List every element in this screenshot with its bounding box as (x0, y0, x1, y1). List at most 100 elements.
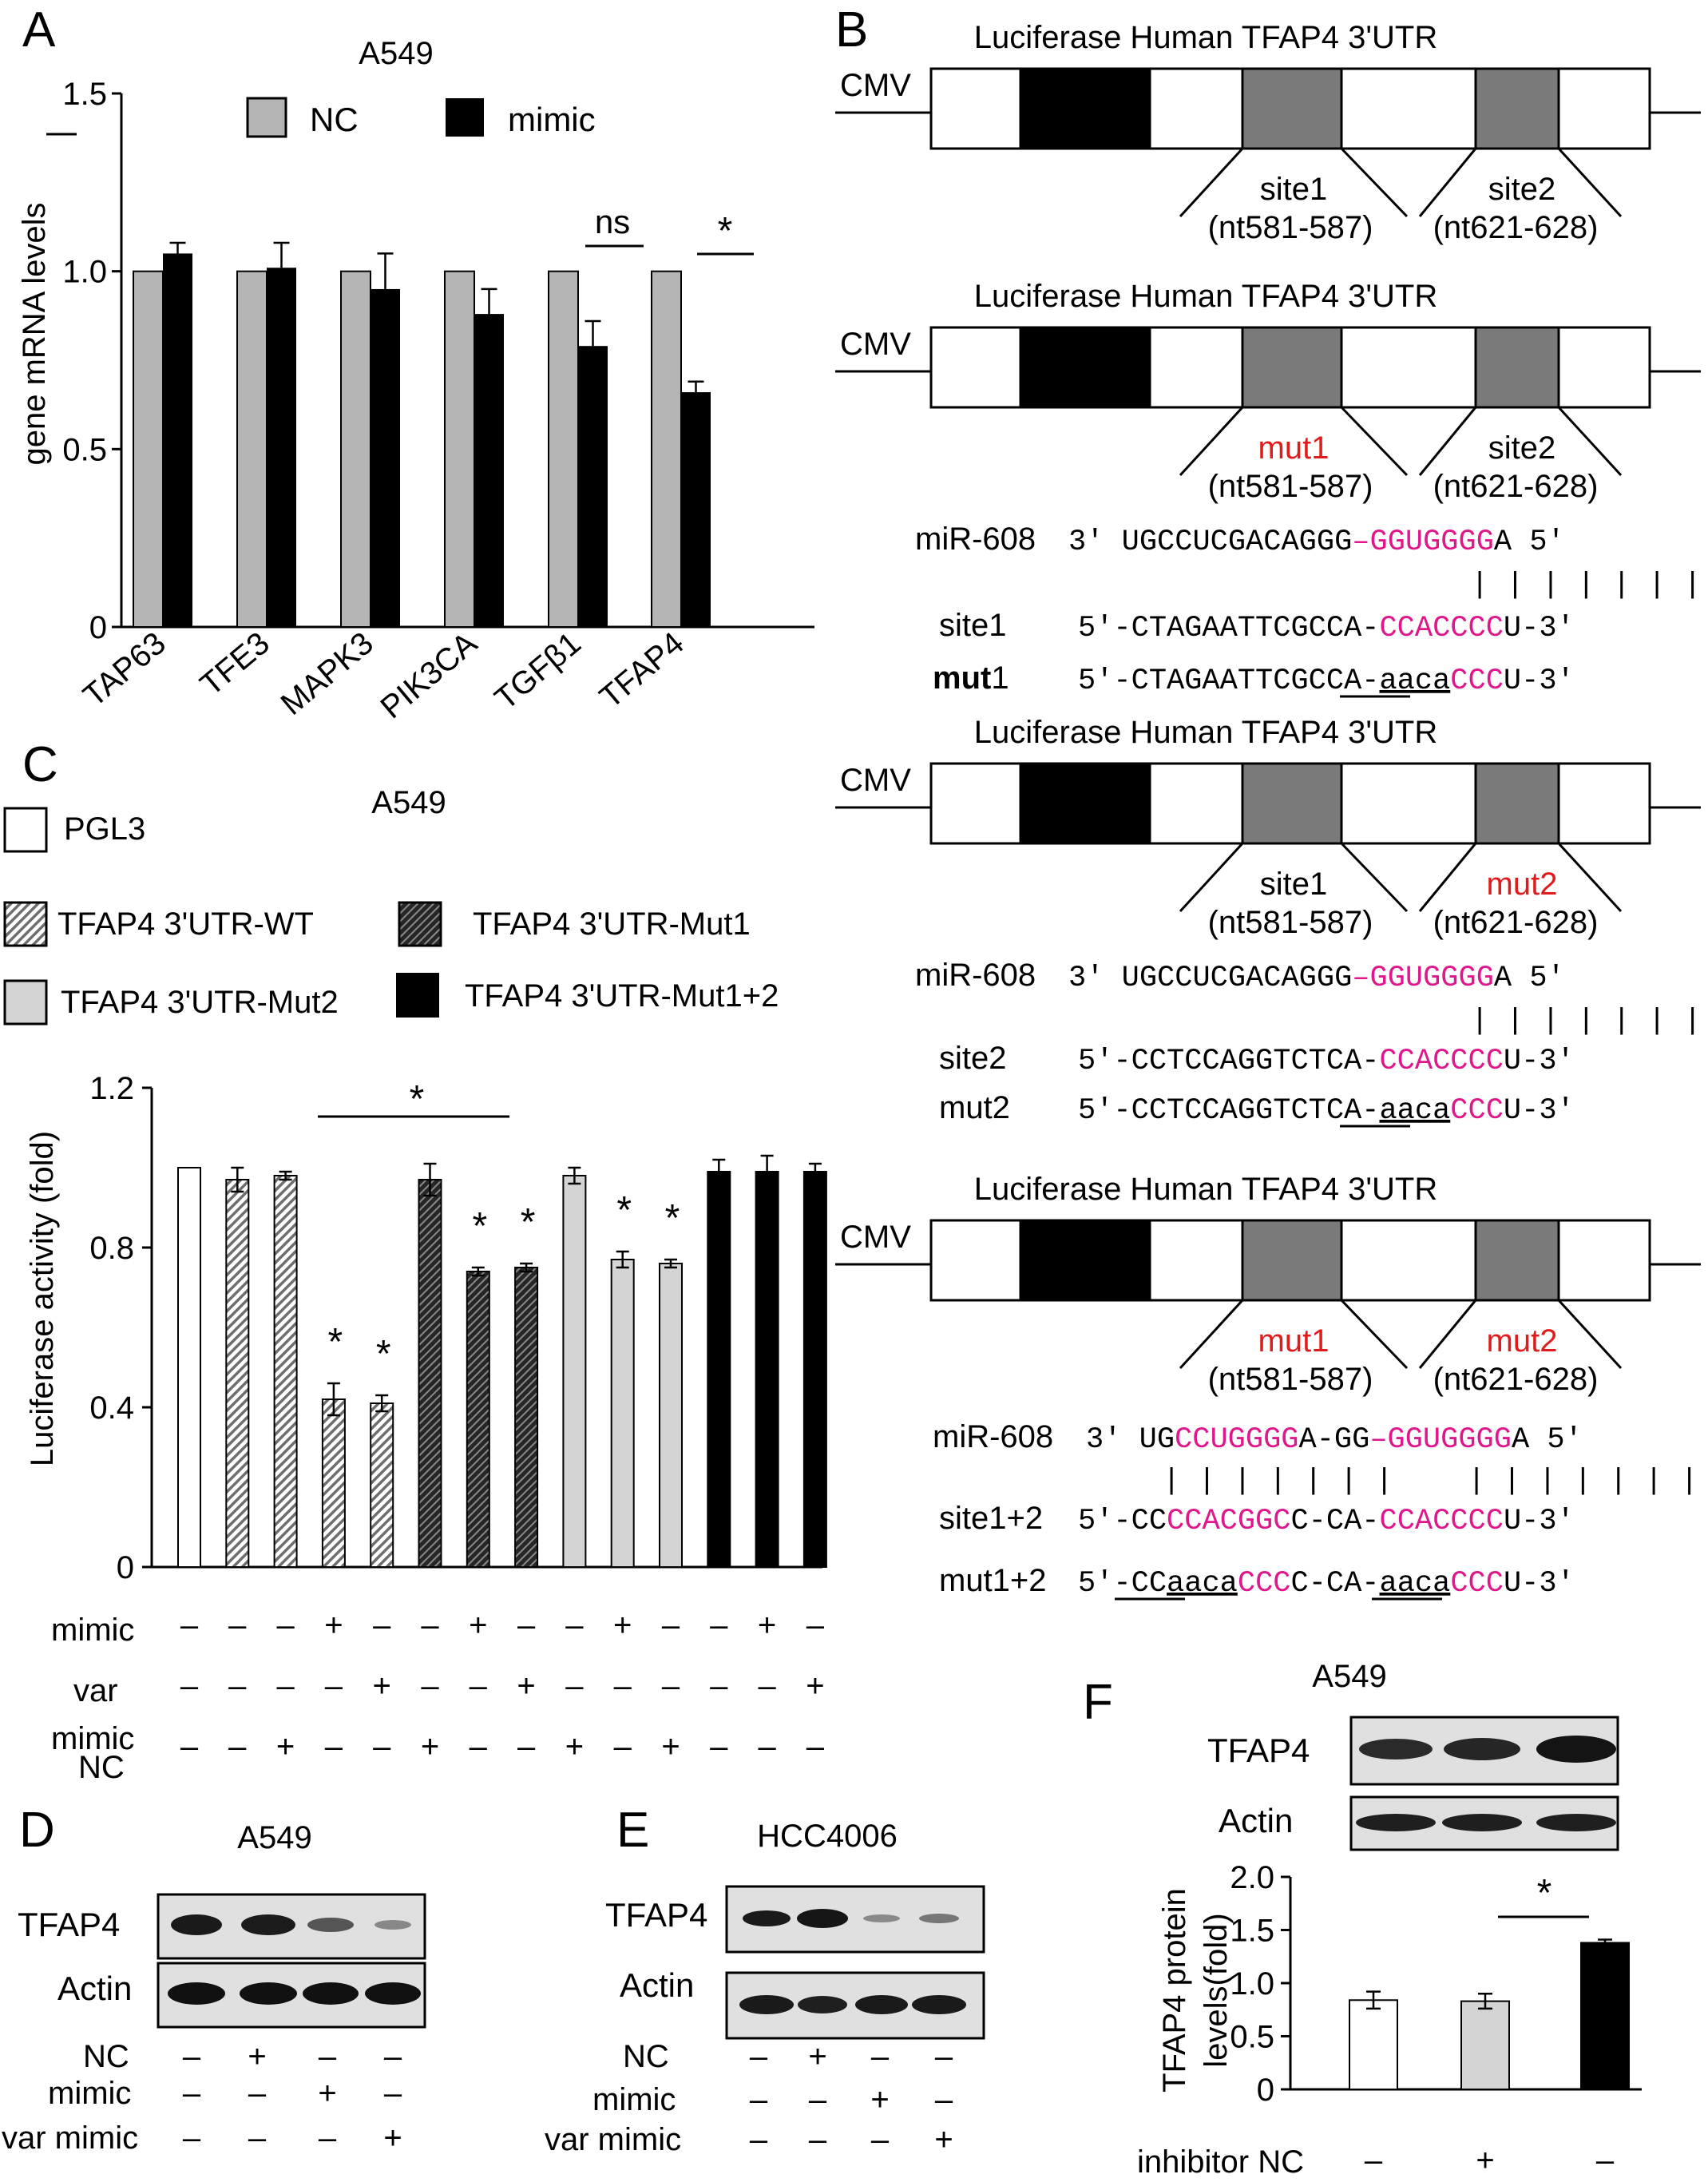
condition-sign: + (870, 2082, 889, 2117)
blot-band (171, 1914, 222, 1935)
y-tick-label-a: 1.5 (62, 77, 107, 112)
condition-sign: – (276, 1668, 295, 1704)
utr-box (929, 67, 1651, 150)
y-tick-label-f: 0 (1257, 2073, 1274, 2108)
condition-sign: – (935, 2039, 953, 2074)
panel-c-label: C (22, 737, 58, 792)
legend-mut12-swatch (396, 973, 439, 1018)
condition-sign: – (421, 1668, 439, 1704)
utr-segment (1557, 326, 1651, 409)
callout-line (1179, 147, 1244, 218)
row-label-mimic-nc-2: NC (78, 1750, 125, 1785)
x-tick-label-a: PIK3CA (374, 625, 484, 725)
site-a-label: site1 (1260, 867, 1328, 902)
row-label-mimic-nc-1: mimic (51, 1721, 134, 1756)
condition-sign: – (517, 1608, 536, 1643)
blot-band (739, 1995, 794, 2014)
condition-sign: – (228, 1608, 247, 1643)
legend-mut2-label: TFAP4 3'UTR-Mut2 (61, 985, 339, 1020)
site-b-nt: (nt621-628) (1433, 1362, 1599, 1397)
condition-sign: – (614, 1729, 632, 1764)
panel-c-title: A549 (371, 785, 446, 820)
bar-luciferase (370, 1402, 394, 1568)
condition-sign: + (517, 1668, 535, 1704)
bar-mimic (474, 314, 504, 627)
condition-sign: + (808, 2039, 826, 2074)
condition-sign: – (180, 1668, 199, 1704)
panel-f-ylabel-2: levels(fold) (1199, 1913, 1234, 2067)
site-b-nt: (nt621-628) (1433, 905, 1599, 940)
panel-d-label: D (19, 1803, 55, 1858)
blot-row-label: NC (83, 2039, 129, 2074)
construct-title: Luciferase Human TFAP4 3'UTR (974, 715, 1437, 750)
condition-sign: – (183, 2076, 201, 2111)
bar-luciferase (802, 1171, 827, 1568)
bar-nc (236, 270, 267, 628)
bar-luciferase (707, 1171, 731, 1568)
sig-ns: ns (595, 203, 630, 240)
utr-segment (1241, 326, 1343, 409)
callout-line (1340, 147, 1409, 218)
row-label-mimic: mimic (51, 1613, 134, 1648)
condition-sign: – (183, 2039, 201, 2074)
blot-row-label: mimic (592, 2082, 676, 2117)
blot-band (374, 1920, 411, 1930)
construct-title: Luciferase Human TFAP4 3'UTR (974, 20, 1437, 55)
condition-sign: – (325, 1668, 343, 1704)
condition-sign: + (276, 1729, 295, 1764)
callout-line (1179, 1299, 1244, 1370)
y-tick-label-f: 1.5 (1230, 1914, 1274, 1949)
site-a-label: site1 (1260, 172, 1328, 207)
blot-band (240, 1982, 297, 2005)
band-label-tfap4-f: TFAP4 (1207, 1732, 1310, 1769)
y-tick-label-c: 0 (117, 1550, 134, 1585)
legend-mut2-swatch (3, 979, 48, 1026)
callout-line (1340, 842, 1409, 913)
site-a-nt: (nt581-587) (1208, 210, 1373, 245)
blot-band (863, 1914, 900, 1922)
chart-c: 0 0.4 0.8 1.2 * * * * * * (89, 1071, 827, 1585)
callout-line (1418, 407, 1477, 476)
utr-segment (1241, 1219, 1343, 1302)
sig-star-bar: * (521, 1201, 536, 1244)
condition-sign: + (1476, 2143, 1494, 2178)
blot-band (365, 1982, 421, 2005)
cmv-label: CMV (840, 68, 911, 103)
panel-c-ylabel: Luciferase activity (fold) (25, 1131, 60, 1466)
y-tick-label-f: 1.0 (1230, 1966, 1274, 2001)
condition-sign: – (180, 1729, 199, 1764)
site1-seq: 5'-CTAGAATTCGCCA-CCACCCCU-3' (1078, 612, 1575, 645)
condition-sign: – (809, 2122, 827, 2157)
utr-segment (929, 67, 1022, 150)
blot-band (168, 1982, 225, 2005)
legend-mimic-label: mimic (508, 101, 596, 138)
x-tick-label-a: MAPK3 (275, 625, 380, 722)
site2-label: site2 (939, 1041, 1007, 1076)
condition-sign: – (710, 1668, 728, 1704)
legend-pgl3-label: PGL3 (64, 811, 145, 847)
condition-sign: – (871, 2039, 890, 2074)
utr-segment (1019, 762, 1151, 845)
utr-segment (1019, 1219, 1151, 1302)
y-tick-label-c: 1.2 (89, 1071, 134, 1106)
panel-d-title: A549 (237, 1820, 311, 1855)
condition-sign: + (469, 1608, 487, 1643)
condition-sign: – (384, 2039, 402, 2074)
bar-nc (651, 270, 682, 628)
condition-sign: – (373, 1729, 391, 1764)
bar-mimic (163, 253, 192, 627)
site-a-nt: (nt581-587) (1208, 1362, 1373, 1397)
condition-sign: – (248, 2121, 267, 2156)
bar-nc (548, 270, 579, 628)
pairing-bars-2: | | | | | | | (1471, 1005, 1702, 1038)
callout-line (1557, 1299, 1623, 1370)
utr-segment (1019, 67, 1151, 150)
legend-pgl3-swatch (3, 807, 48, 853)
blot-band (1536, 1736, 1616, 1763)
condition-sign: – (325, 1729, 343, 1764)
condition-sign: + (661, 1729, 680, 1764)
sig-star-bar: * (616, 1189, 632, 1232)
utr-segment (1557, 67, 1651, 150)
bar-mimic (267, 268, 296, 627)
condition-sign: – (758, 1668, 776, 1704)
